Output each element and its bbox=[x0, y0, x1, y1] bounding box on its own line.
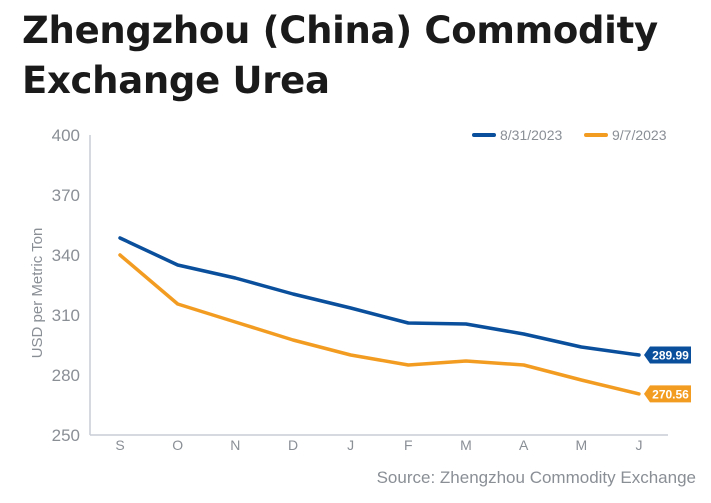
source-note: Source: Zhengzhou Commodity Exchange bbox=[376, 468, 696, 487]
y-tick-label: 340 bbox=[52, 246, 80, 265]
y-tick-label: 280 bbox=[52, 366, 80, 385]
chart-axes bbox=[89, 135, 668, 436]
series-line-1 bbox=[118, 236, 641, 357]
legend-item-1: 8/31/2023 bbox=[472, 127, 562, 143]
y-tick-label: 310 bbox=[52, 306, 80, 325]
x-tick-label: J bbox=[636, 437, 643, 453]
x-tick-label: J bbox=[347, 437, 354, 453]
series-end-label-2: 270.56 bbox=[644, 385, 691, 403]
x-tick-label: O bbox=[172, 437, 183, 453]
chart-title-line-1: Zhengzhou (China) Commodity bbox=[22, 9, 658, 52]
y-axis-label: USD per Metric Ton bbox=[29, 228, 46, 359]
end-label-tag bbox=[644, 346, 691, 364]
x-tick-label: M bbox=[460, 437, 472, 453]
series-line-2 bbox=[118, 253, 641, 396]
end-label-text: 270.56 bbox=[652, 387, 689, 401]
y-axis-ticks: 250 280 310 340 370 400 bbox=[52, 126, 80, 445]
legend-label: 8/31/2023 bbox=[500, 127, 562, 143]
y-tick-label: 250 bbox=[52, 426, 80, 445]
series-end-label-1: 289.99 bbox=[644, 346, 691, 364]
x-tick-label: N bbox=[230, 437, 240, 453]
y-tick-label: 370 bbox=[52, 186, 80, 205]
y-tick-label: 400 bbox=[52, 126, 80, 145]
x-tick-label: F bbox=[404, 437, 413, 453]
x-tick-label: A bbox=[519, 437, 529, 453]
x-tick-label: M bbox=[575, 437, 587, 453]
chart-title-line-2: Exchange Urea bbox=[22, 59, 330, 102]
legend-item-2: 9/7/2023 bbox=[584, 127, 667, 143]
chart-title: Zhengzhou (China) Commodity Exchange Ure… bbox=[22, 6, 702, 106]
series-group: 289.99 270.56 bbox=[118, 236, 691, 403]
end-label-text: 289.99 bbox=[652, 349, 689, 363]
end-label-tag bbox=[644, 385, 691, 403]
legend: 8/31/2023 9/7/2023 bbox=[472, 127, 667, 143]
x-tick-label: S bbox=[115, 437, 124, 453]
x-tick-label: D bbox=[288, 437, 298, 453]
legend-label: 9/7/2023 bbox=[612, 127, 667, 143]
